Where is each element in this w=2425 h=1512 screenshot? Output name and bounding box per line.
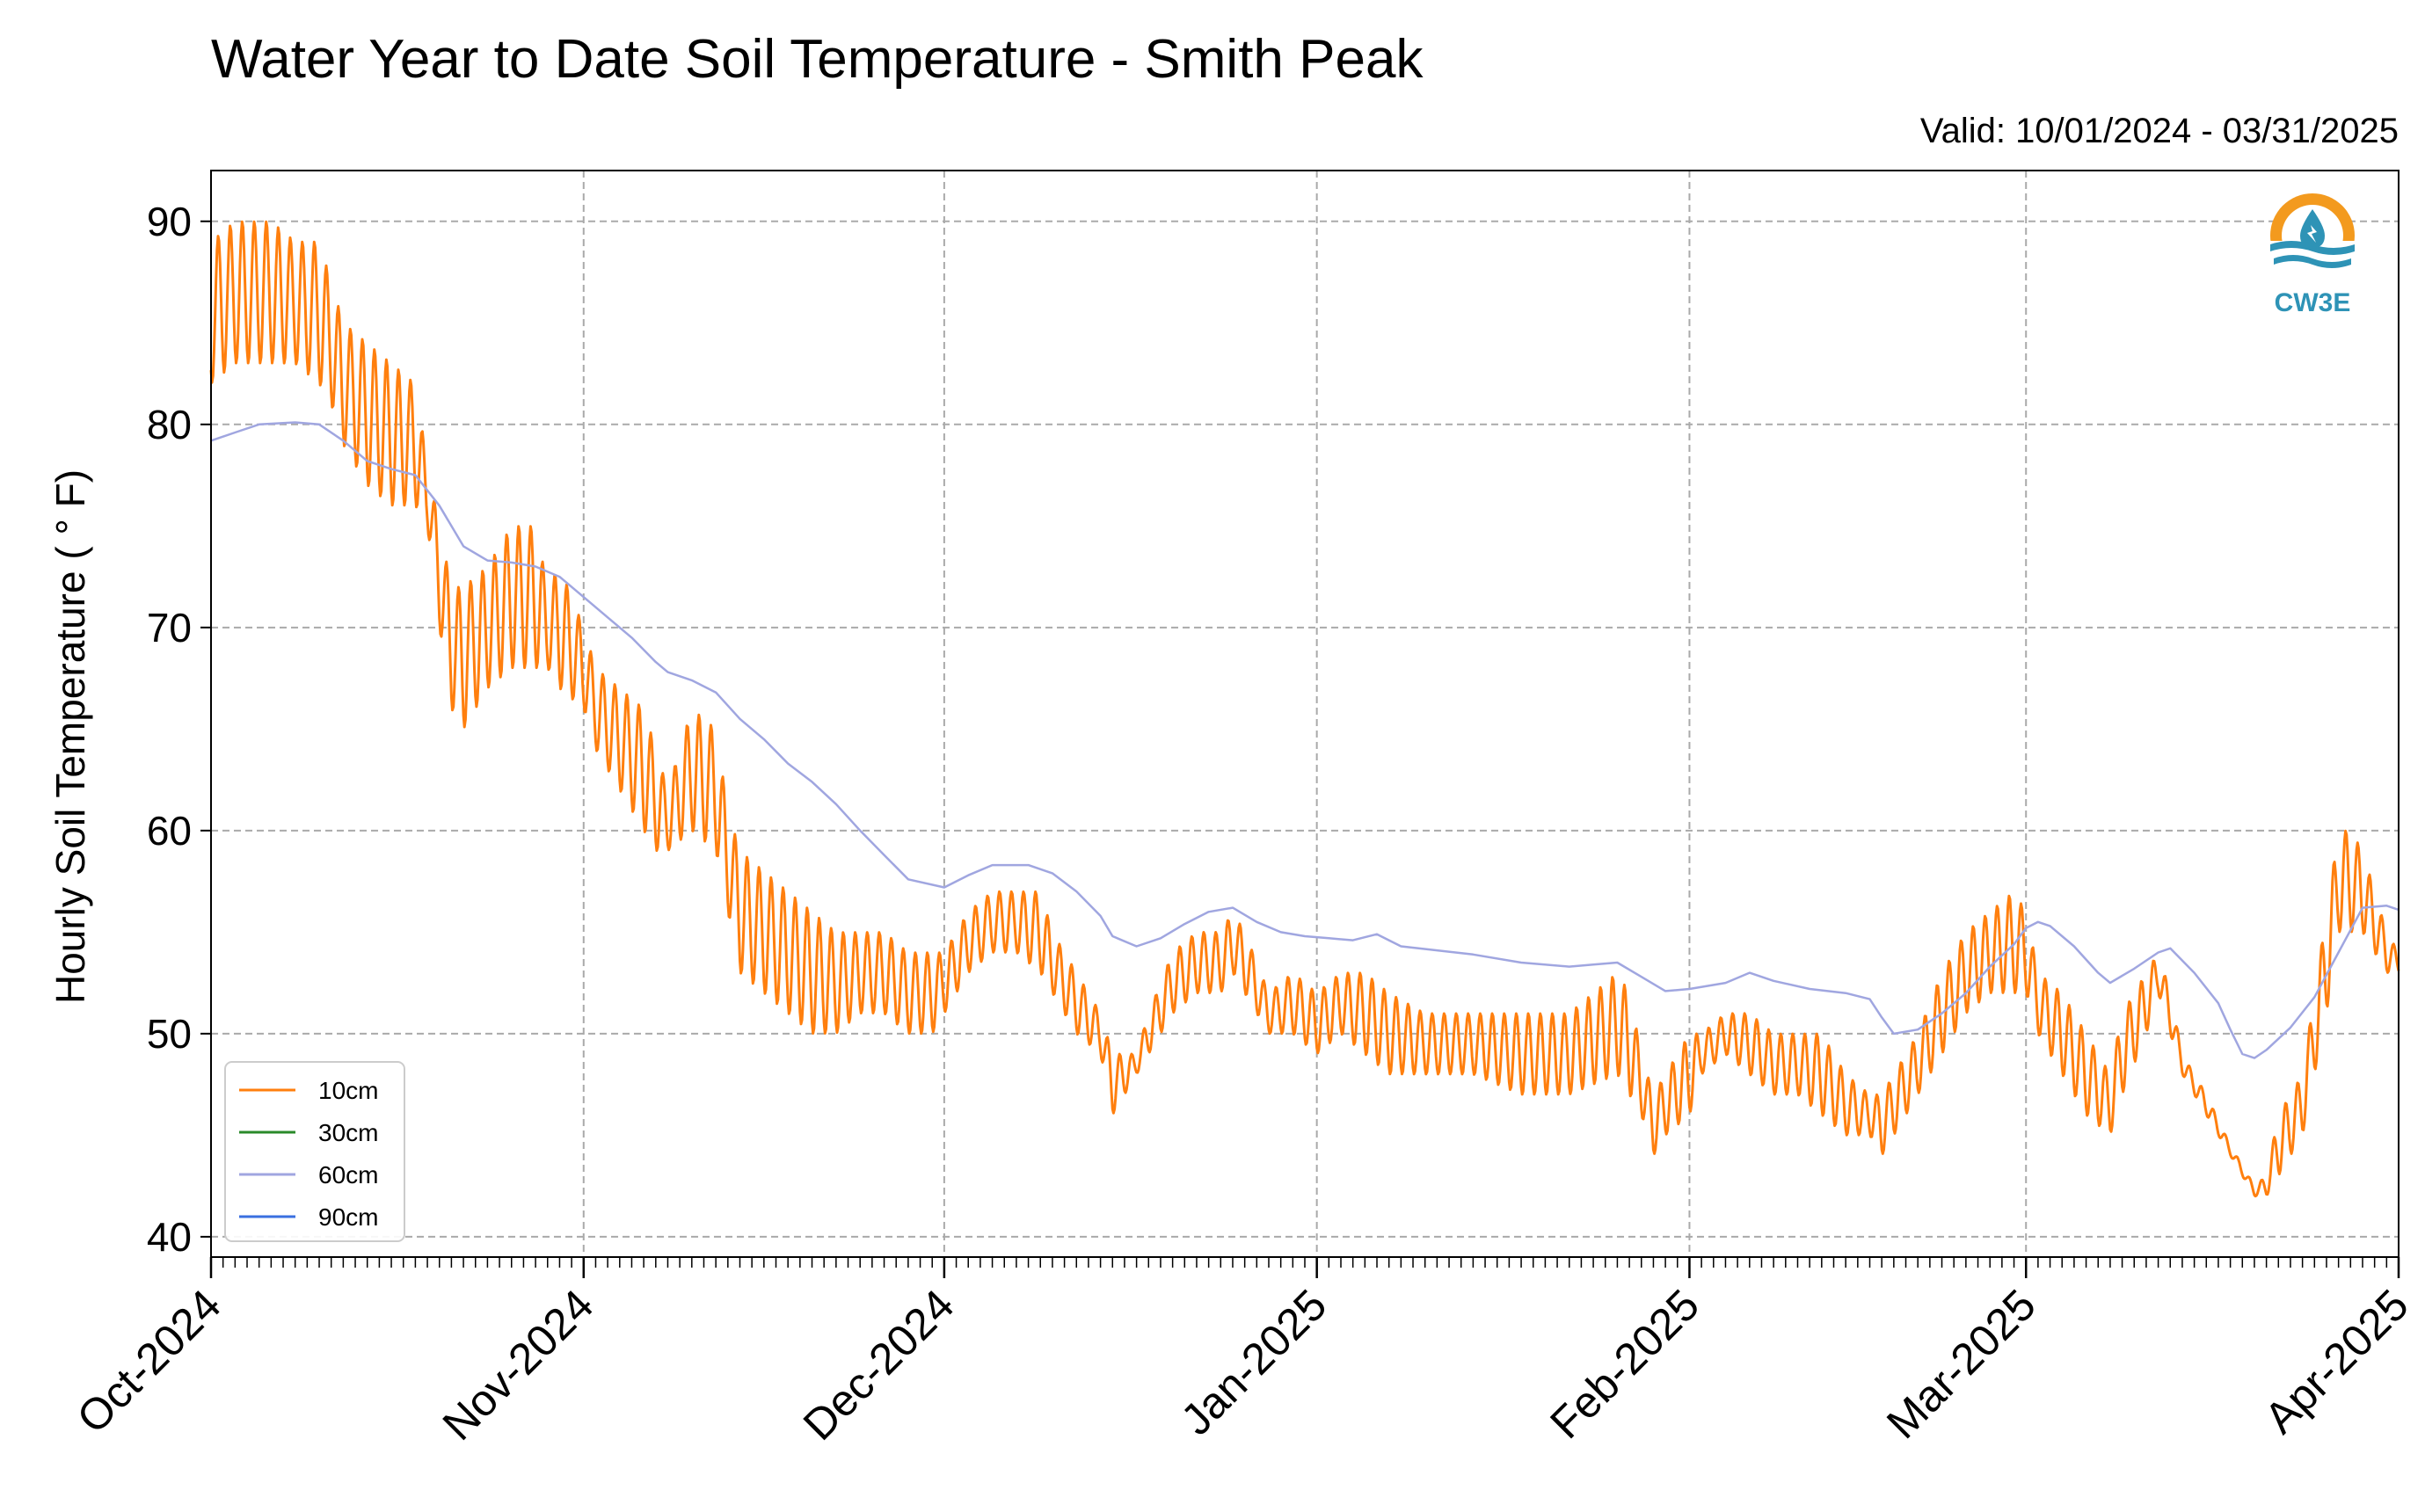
x-tick-label: Mar-2025	[1877, 1280, 2045, 1448]
y-tick-label: 40	[147, 1214, 192, 1260]
plot-frame	[210, 170, 2400, 1258]
logo-text: CW3E	[2275, 288, 2351, 317]
y-tick-label: 90	[147, 199, 192, 244]
cw3e-logo: CW3E	[2267, 193, 2358, 317]
y-tick-label: 70	[147, 605, 192, 651]
series-line-10cm	[209, 220, 2400, 1198]
legend-label-60cm: 60cm	[318, 1161, 378, 1189]
y-axis-ticks: 40 50 60 70 80 90	[147, 199, 211, 1260]
x-axis-ticks: Oct-2024 Nov-2024 Dec-2024 Jan-2025 Feb-2025…	[68, 1257, 2418, 1450]
y-tick-label: 80	[147, 402, 192, 447]
x-tick-label: Oct-2024	[68, 1280, 230, 1443]
legend-label-30cm: 30cm	[318, 1119, 378, 1146]
y-tick-label: 60	[147, 808, 192, 854]
x-tick-label: Dec-2024	[794, 1280, 964, 1450]
x-tick-label: Feb-2025	[1540, 1280, 1708, 1448]
y-tick-label: 50	[147, 1011, 192, 1057]
legend: 10cm 30cm 60cm 90cm	[224, 1061, 405, 1242]
legend-box	[224, 1061, 405, 1242]
legend-label-90cm: 90cm	[318, 1203, 378, 1231]
x-tick-label: Apr-2025	[2255, 1280, 2418, 1443]
series-lines	[209, 220, 2400, 1198]
x-tick-label: Jan-2025	[1171, 1280, 1336, 1444]
legend-label-10cm: 10cm	[318, 1077, 378, 1104]
chart-title: Water Year to Date Soil Temperature - Sm…	[211, 29, 1424, 90]
x-tick-label: Nov-2024	[433, 1280, 603, 1450]
series-line-60cm	[210, 421, 2400, 1059]
grid-lines	[210, 171, 2400, 1257]
y-axis-label: Hourly Soil Temperature ( ° F)	[47, 469, 93, 1004]
chart-subtitle: Valid: 10/01/2024 - 03/31/2025	[1920, 112, 2399, 150]
